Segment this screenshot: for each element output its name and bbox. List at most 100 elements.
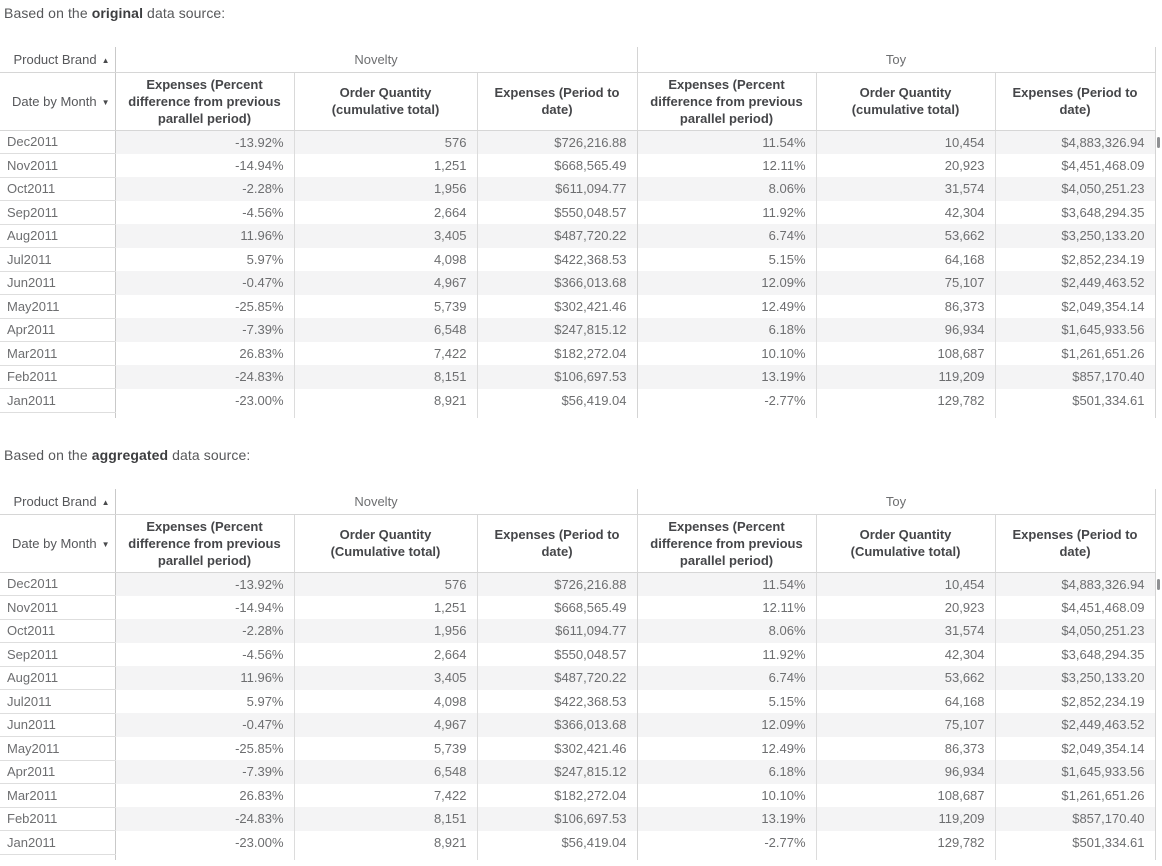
data-cell[interactable]: 86,373 (816, 736, 996, 760)
measure-column-header[interactable]: Expenses (Period to date) (995, 72, 1156, 131)
data-cell[interactable]: 11.54% (637, 572, 817, 596)
data-cell[interactable]: 1,251 (294, 595, 478, 619)
group-header-novelty[interactable]: Novelty (115, 489, 638, 515)
measure-column-header[interactable]: Expenses (Percent difference from previo… (637, 514, 817, 573)
row-dimension-sort-header[interactable]: Date by Month ▼ (0, 72, 116, 131)
data-cell[interactable]: $726,216.88 (477, 572, 638, 596)
data-cell[interactable]: -14.94% (115, 153, 295, 177)
data-cell[interactable]: 86,373 (816, 294, 996, 318)
data-cell[interactable]: $611,094.77 (477, 619, 638, 643)
data-cell[interactable]: 1,956 (294, 177, 478, 201)
row-header[interactable]: Nov2011 (0, 595, 116, 620)
data-cell[interactable]: $1,645,933.56 (995, 760, 1156, 784)
row-header[interactable]: Aug2011 (0, 666, 116, 690)
vertical-scrollbar-thumb[interactable] (1157, 137, 1160, 148)
data-cell[interactable]: $422,368.53 (477, 689, 638, 713)
data-cell[interactable]: $422,368.53 (477, 247, 638, 271)
data-cell[interactable]: 129,782 (816, 388, 996, 412)
data-cell[interactable]: -2.28% (115, 177, 295, 201)
data-cell[interactable]: -14.94% (115, 595, 295, 619)
data-cell[interactable]: -2.77% (637, 388, 817, 412)
data-cell[interactable]: 3,405 (294, 224, 478, 248)
data-cell[interactable]: 1,251 (294, 153, 478, 177)
column-dimension-sort-header[interactable]: Product Brand ▲ (0, 489, 116, 515)
row-header[interactable]: Jan2011 (0, 388, 116, 413)
data-cell[interactable]: -7.39% (115, 760, 295, 784)
row-header[interactable]: Apr2011 (0, 760, 116, 784)
data-cell[interactable]: 11.96% (115, 666, 295, 690)
data-cell[interactable]: $247,815.12 (477, 760, 638, 784)
row-header[interactable]: May2011 (0, 294, 116, 319)
data-cell[interactable]: $4,883,326.94 (995, 572, 1156, 596)
measure-column-header[interactable]: Order Quantity (cumulative total) (816, 72, 996, 131)
data-cell[interactable]: -23.00% (115, 388, 295, 412)
data-cell[interactable]: $487,720.22 (477, 224, 638, 248)
data-cell[interactable]: 4,967 (294, 713, 478, 737)
data-cell[interactable]: 108,687 (816, 341, 996, 365)
data-cell[interactable]: $106,697.53 (477, 365, 638, 389)
row-header[interactable]: Jun2011 (0, 271, 116, 295)
data-cell[interactable]: -4.56% (115, 642, 295, 666)
data-cell[interactable]: 42,304 (816, 642, 996, 666)
data-cell[interactable]: 129,782 (816, 830, 996, 854)
data-cell[interactable]: 26.83% (115, 341, 295, 365)
data-cell[interactable]: -23.00% (115, 830, 295, 854)
row-header[interactable]: Mar2011 (0, 341, 116, 366)
data-cell[interactable]: $501,334.61 (995, 830, 1156, 854)
measure-column-header[interactable]: Expenses (Period to date) (995, 514, 1156, 573)
data-cell[interactable]: 8,151 (294, 365, 478, 389)
data-cell[interactable]: 6,548 (294, 318, 478, 342)
data-cell[interactable]: $2,449,463.52 (995, 271, 1156, 295)
data-cell[interactable]: 11.92% (637, 642, 817, 666)
data-cell[interactable]: -13.92% (115, 572, 295, 596)
data-cell[interactable]: $4,451,468.09 (995, 153, 1156, 177)
measure-column-header[interactable]: Expenses (Percent difference from previo… (637, 72, 817, 131)
data-cell[interactable]: $1,645,933.56 (995, 318, 1156, 342)
data-cell[interactable]: $2,049,354.14 (995, 736, 1156, 760)
row-header[interactable]: Jun2011 (0, 713, 116, 737)
data-cell[interactable]: 31,574 (816, 619, 996, 643)
data-cell[interactable]: $726,216.88 (477, 130, 638, 154)
data-cell[interactable]: 64,168 (816, 247, 996, 271)
data-cell[interactable]: 576 (294, 130, 478, 154)
data-cell[interactable]: $857,170.40 (995, 807, 1156, 831)
data-cell[interactable]: 11.92% (637, 200, 817, 224)
data-cell[interactable]: $56,419.04 (477, 830, 638, 854)
data-cell[interactable]: 2,664 (294, 642, 478, 666)
data-cell[interactable]: -24.83% (115, 365, 295, 389)
row-header[interactable]: Feb2011 (0, 807, 116, 831)
measure-column-header[interactable]: Order Quantity (cumulative total) (294, 72, 478, 131)
data-cell[interactable]: $1,261,651.26 (995, 341, 1156, 365)
data-cell[interactable]: $668,565.49 (477, 595, 638, 619)
data-cell[interactable]: 8,921 (294, 830, 478, 854)
data-cell[interactable]: 11.54% (637, 130, 817, 154)
measure-column-header[interactable]: Expenses (Percent difference from previo… (115, 514, 295, 573)
data-cell[interactable]: 6.74% (637, 224, 817, 248)
data-cell[interactable]: 10,454 (816, 572, 996, 596)
data-cell[interactable]: 10.10% (637, 341, 817, 365)
data-cell[interactable]: 10,454 (816, 130, 996, 154)
data-cell[interactable]: 53,662 (816, 666, 996, 690)
measure-column-header[interactable]: Order Quantity (Cumulative total) (816, 514, 996, 573)
data-cell[interactable]: 4,967 (294, 271, 478, 295)
data-cell[interactable]: 20,923 (816, 595, 996, 619)
measure-column-header[interactable]: Expenses (Percent difference from previo… (115, 72, 295, 131)
data-cell[interactable]: -2.77% (637, 830, 817, 854)
data-cell[interactable]: 12.11% (637, 153, 817, 177)
data-cell[interactable]: 5.15% (637, 689, 817, 713)
data-cell[interactable]: 6.74% (637, 666, 817, 690)
measure-column-header[interactable]: Expenses (Period to date) (477, 72, 638, 131)
data-cell[interactable]: -4.56% (115, 200, 295, 224)
data-cell[interactable]: 42,304 (816, 200, 996, 224)
row-header[interactable]: Jul2011 (0, 247, 116, 272)
data-cell[interactable]: $4,050,251.23 (995, 177, 1156, 201)
data-cell[interactable]: 11.96% (115, 224, 295, 248)
measure-column-header[interactable]: Order Quantity (Cumulative total) (294, 514, 478, 573)
row-dimension-sort-header[interactable]: Date by Month ▼ (0, 514, 116, 573)
data-cell[interactable]: 13.19% (637, 807, 817, 831)
data-cell[interactable]: $56,419.04 (477, 388, 638, 412)
data-cell[interactable]: $3,250,133.20 (995, 666, 1156, 690)
data-cell[interactable]: $3,648,294.35 (995, 200, 1156, 224)
row-header[interactable]: Mar2011 (0, 783, 116, 808)
row-header[interactable]: Oct2011 (0, 619, 116, 643)
